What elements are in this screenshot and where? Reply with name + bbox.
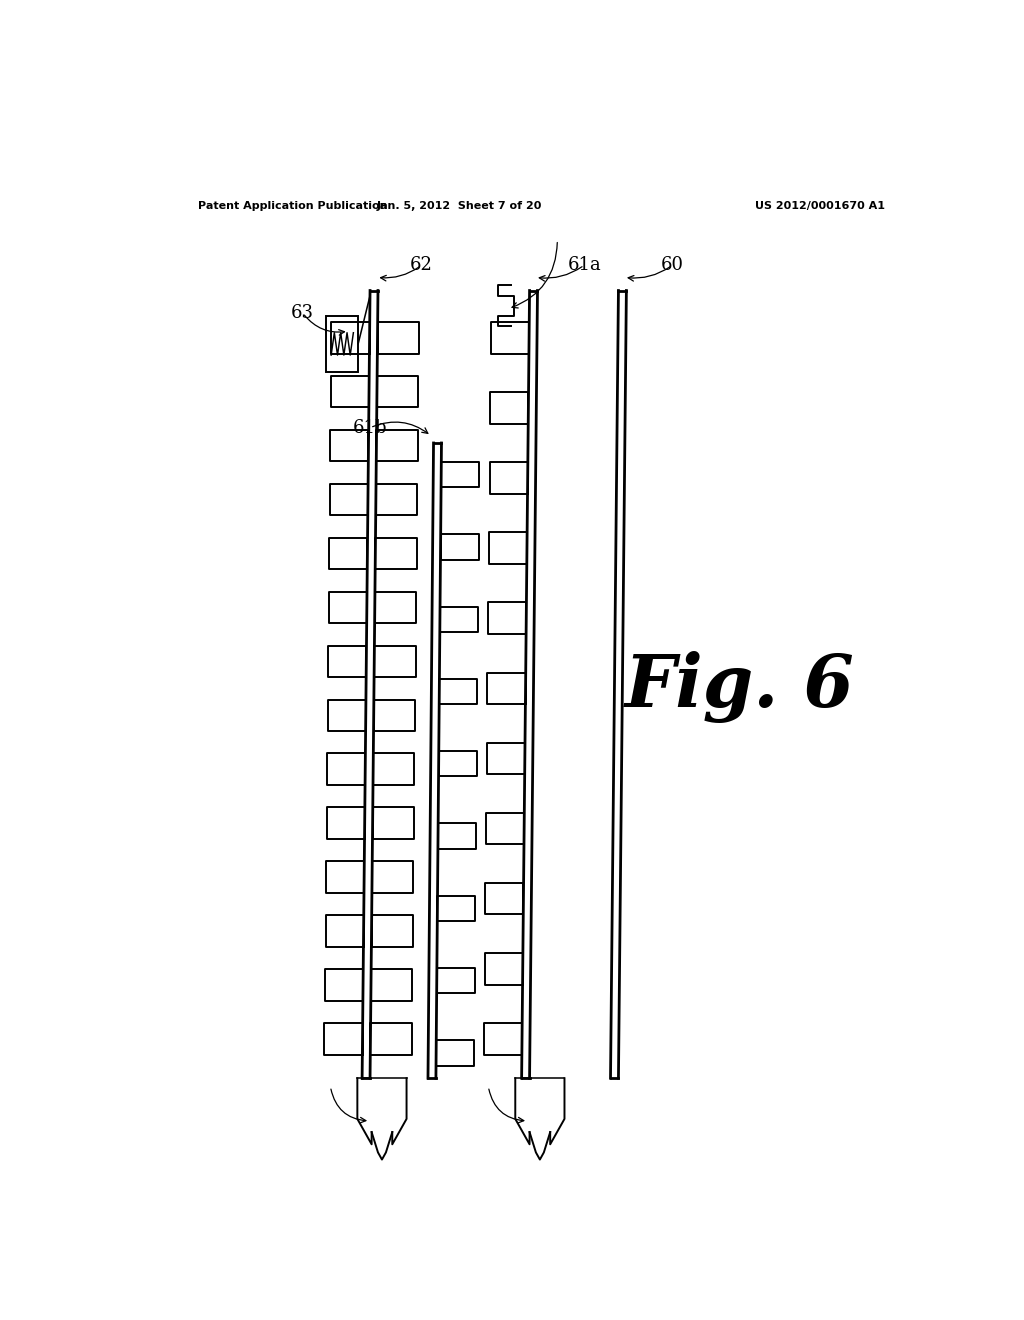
Text: Jan. 5, 2012  Sheet 7 of 20: Jan. 5, 2012 Sheet 7 of 20 <box>377 201 543 211</box>
Text: 61a: 61a <box>567 256 601 275</box>
Text: US 2012/0001670 A1: US 2012/0001670 A1 <box>755 201 885 211</box>
Text: 60: 60 <box>660 256 684 275</box>
Text: 61b: 61b <box>353 418 387 437</box>
Text: 63: 63 <box>291 304 314 322</box>
Text: Fig. 6: Fig. 6 <box>625 651 854 723</box>
Text: 62: 62 <box>411 256 433 275</box>
Bar <box>327 315 358 372</box>
Text: Patent Application Publication: Patent Application Publication <box>198 201 387 211</box>
